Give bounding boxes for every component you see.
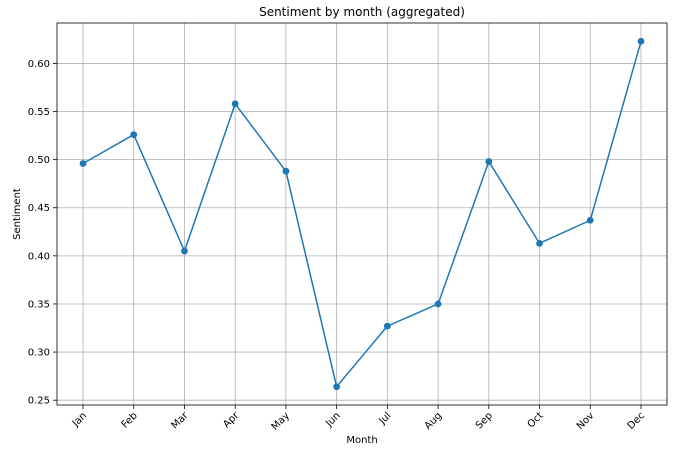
- data-point-apr: [231, 100, 239, 108]
- data-point-nov: [586, 216, 594, 224]
- data-point-may: [282, 167, 290, 175]
- x-tick-label: May: [270, 410, 292, 432]
- data-point-jan: [79, 160, 87, 167]
- data-series: [79, 37, 645, 391]
- data-point-jul: [383, 322, 391, 330]
- x-tick-label: Jul: [376, 410, 393, 427]
- y-tick-label: 0.30: [28, 348, 50, 359]
- x-tick-label: Aug: [423, 410, 445, 432]
- y-axis-title: Sentiment: [12, 188, 23, 240]
- x-tick-label: Jan: [70, 410, 89, 429]
- x-tick-label: Apr: [221, 410, 242, 431]
- axes: Jan Feb Mar Apr May Jun Jul Aug Sep Oct Nov Dec 0.25…: [28, 59, 647, 433]
- y-tick-label: 0.55: [28, 107, 50, 118]
- chart-title: Sentiment by month (aggregated): [259, 5, 465, 19]
- data-point-feb: [130, 131, 138, 139]
- x-tick-label: Sep: [474, 410, 495, 431]
- data-point-mar: [181, 247, 188, 255]
- y-tick-label: 0.40: [28, 251, 50, 262]
- data-point-oct: [536, 239, 543, 247]
- x-tick-label: Oct: [526, 410, 546, 430]
- grid: [57, 23, 667, 405]
- y-tick-label: 0.35: [28, 299, 50, 310]
- data-point-sep: [485, 158, 493, 165]
- x-tick-label: Feb: [120, 410, 140, 430]
- y-tick-label: 0.25: [28, 396, 50, 407]
- plot-frame: [56, 22, 668, 406]
- x-tick-label: Nov: [575, 410, 597, 432]
- data-point-jun: [333, 383, 341, 391]
- y-tick-label: 0.60: [28, 59, 50, 70]
- x-axis-title: Month: [346, 435, 377, 446]
- data-point-aug: [434, 300, 442, 308]
- x-tick-label: Jun: [323, 410, 343, 430]
- x-tick-label: Mar: [169, 410, 191, 432]
- x-tick-label: Dec: [626, 410, 647, 431]
- series-line: [82, 41, 642, 389]
- data-point-dec: [637, 37, 645, 45]
- y-tick-label: 0.45: [28, 203, 50, 214]
- y-tick-label: 0.50: [28, 155, 50, 166]
